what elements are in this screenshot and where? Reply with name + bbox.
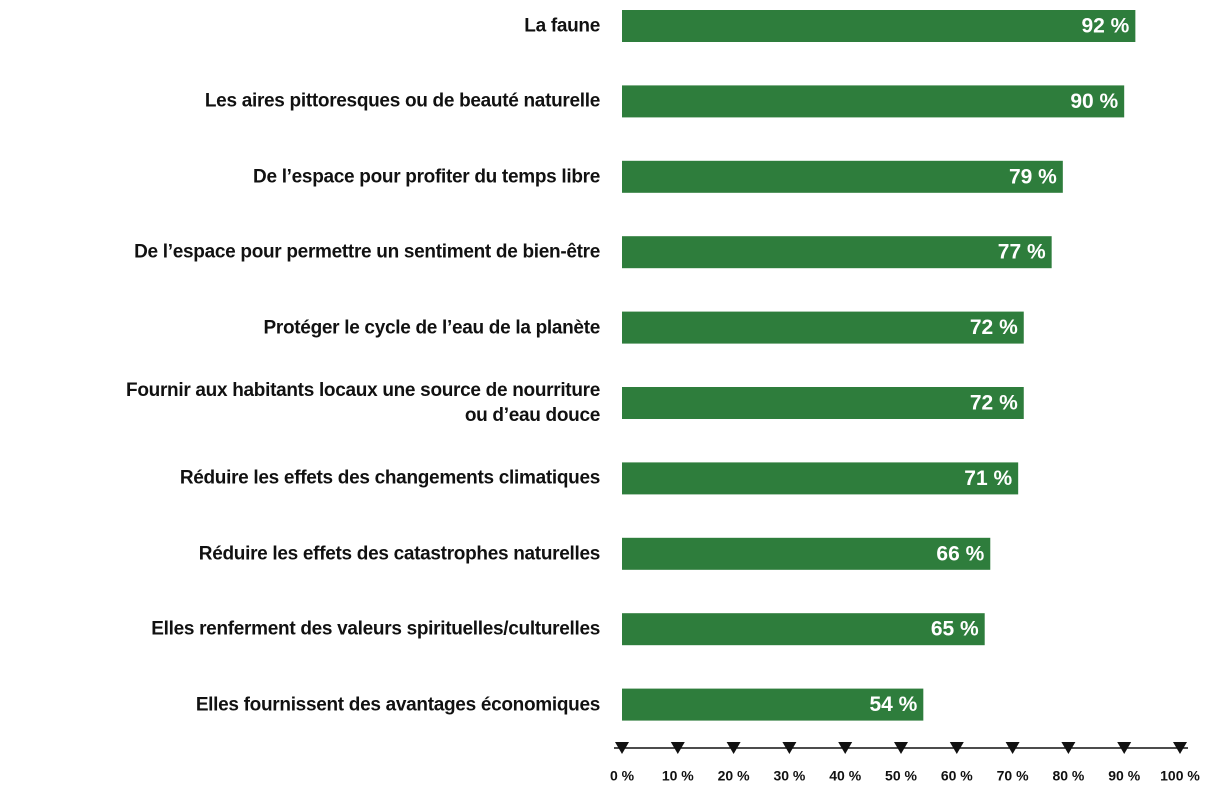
- tick-mark: [726, 742, 741, 754]
- category-label: Fournir aux habitants locaux une source …: [126, 380, 600, 426]
- value-label: 79 %: [1009, 165, 1057, 188]
- bar: [622, 688, 924, 721]
- category-label: Elles fournissent des avantages économiq…: [195, 694, 600, 716]
- x-tick-label: 20 %: [718, 768, 750, 784]
- value-label: 90 %: [1070, 90, 1118, 113]
- value-label: 71 %: [964, 467, 1012, 490]
- x-tick-label: 50 %: [885, 768, 917, 784]
- tick-mark: [1173, 742, 1187, 754]
- value-label: 77 %: [998, 241, 1046, 264]
- category-label: Réduire les effets des catastrophes natu…: [198, 543, 601, 565]
- x-tick-label: 80 %: [1052, 768, 1084, 784]
- x-tick-label: 10 %: [662, 768, 694, 784]
- value-label: 54 %: [869, 693, 917, 716]
- x-tick-label: 30 %: [773, 768, 805, 784]
- tick-mark: [1061, 742, 1076, 754]
- bar: [622, 311, 1024, 344]
- bar: [622, 537, 991, 570]
- tick-mark: [782, 742, 797, 754]
- category-label: Les aires pittoresques ou de beauté natu…: [204, 90, 600, 112]
- tick-mark: [838, 742, 853, 754]
- bar: [622, 387, 1024, 419]
- value-label: 92 %: [1081, 15, 1129, 38]
- tick-mark: [949, 742, 964, 754]
- value-label: 72 %: [970, 316, 1018, 339]
- bar: [622, 160, 1063, 193]
- x-tick-label: 40 %: [829, 768, 861, 784]
- x-tick-label: 70 %: [997, 768, 1029, 784]
- category-label: De l’espace pour permettre un sentiment …: [134, 241, 600, 263]
- bar: [622, 10, 1136, 42]
- x-tick-label: 90 %: [1108, 768, 1140, 784]
- x-tick-label: 60 %: [941, 768, 973, 784]
- category-label: De l’espace pour profiter du temps libre: [253, 166, 600, 188]
- category-label: Réduire les effets des changements clima…: [179, 467, 600, 489]
- category-label: La faune: [524, 15, 600, 37]
- category-label: Protéger le cycle de l’eau de la planète: [263, 317, 601, 339]
- tick-mark: [670, 742, 685, 754]
- category-label: Elles renferment des valeurs spirituelle…: [151, 618, 600, 640]
- bar: [622, 85, 1125, 118]
- x-tick-label: 100 %: [1160, 768, 1200, 784]
- value-label: 65 %: [931, 618, 979, 641]
- tick-mark: [1005, 742, 1020, 754]
- value-label: 72 %: [970, 392, 1018, 415]
- tick-mark: [894, 742, 908, 754]
- x-tick-label: 0 %: [610, 768, 635, 784]
- bar: [622, 236, 1052, 269]
- tick-mark: [615, 742, 629, 754]
- bar: [622, 613, 985, 646]
- tick-mark: [1117, 742, 1132, 754]
- bar: [622, 462, 1019, 495]
- value-label: 66 %: [936, 542, 984, 565]
